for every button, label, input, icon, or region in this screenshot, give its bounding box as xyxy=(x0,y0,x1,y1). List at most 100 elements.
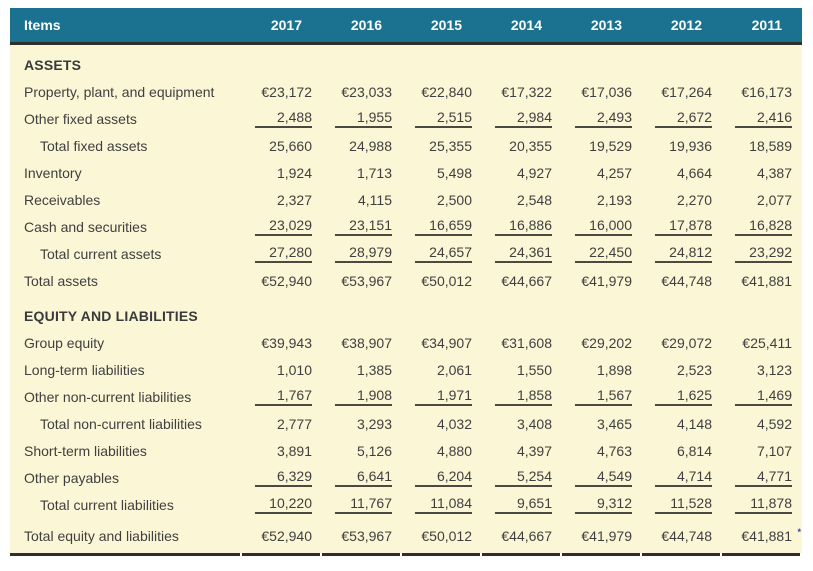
value-cell: 2,493 xyxy=(562,105,642,132)
value-cell: 2,548 xyxy=(516,191,552,208)
value-cell: 10,220 xyxy=(242,491,322,518)
row-label: Total current liabilities xyxy=(40,496,174,513)
value-cell: 4,387 xyxy=(756,164,792,181)
value-cell: €41,979 xyxy=(581,272,632,289)
row-label: Group equity xyxy=(24,334,105,351)
section-title: ASSETS xyxy=(24,57,82,73)
value-cell: 4,714 xyxy=(642,464,722,491)
table-row: Total non-current liabilities 2,777 3,29… xyxy=(10,410,802,437)
row-label: Short-term liabilities xyxy=(24,442,147,459)
value-cell: 2,416 xyxy=(722,105,802,132)
col-header-year: 2015 xyxy=(402,8,482,45)
value-cell: 25,660 xyxy=(269,137,312,154)
value-cell: 2,777 xyxy=(276,415,312,432)
table-row: Total assets €52,940 €53,967 €50,012 €44… xyxy=(10,267,802,294)
value-cell: 4,032 xyxy=(436,415,472,432)
value-cell: 6,641 xyxy=(322,464,402,491)
row-label: Other non-current liabilities xyxy=(24,388,192,405)
col-header-year: 2012 xyxy=(642,8,722,45)
col-header-year: 2011 xyxy=(722,8,802,45)
value-cell: 4,115 xyxy=(358,191,392,208)
value-cell: €25,411 xyxy=(742,334,792,351)
table-row: Other fixed assets 2,488 1,955 2,515 2,9… xyxy=(10,105,802,132)
value-cell: 20,355 xyxy=(509,137,552,154)
balance-sheet: Items 2017 2016 2015 2014 2013 2012 2011… xyxy=(10,8,802,556)
value-cell: 1,625 xyxy=(642,383,722,410)
value-cell: 1,898 xyxy=(596,361,632,378)
value-cell: 1,971 xyxy=(402,383,482,410)
value-cell: 2,193 xyxy=(596,191,632,208)
value-cell: 5,498 xyxy=(436,164,472,181)
table-row: Other non-current liabilities 1,767 1,90… xyxy=(10,383,802,410)
value-cell: €22,840 xyxy=(421,83,472,100)
value-cell: 7,107 xyxy=(756,442,792,459)
value-cell: €52,940 xyxy=(261,272,312,289)
table-row: Group equity €39,943 €38,907 €34,907 €31… xyxy=(10,329,802,356)
footnote-marker: * xyxy=(797,527,801,537)
value-cell: 23,292 xyxy=(722,240,802,267)
value-cell: 2,672 xyxy=(642,105,722,132)
value-cell: 28,979 xyxy=(322,240,402,267)
value-cell: 3,891 xyxy=(276,442,312,459)
value-cell: €52,940 xyxy=(261,527,312,544)
value-cell: 6,329 xyxy=(242,464,322,491)
value-cell: 24,812 xyxy=(642,240,722,267)
value-cell: €50,012 xyxy=(421,527,472,544)
value-cell: €16,173 xyxy=(741,83,792,100)
value-cell: 4,549 xyxy=(562,464,642,491)
value-cell: 2,500 xyxy=(436,191,472,208)
value-cell: 1,385 xyxy=(356,361,392,378)
value-cell: €29,202 xyxy=(581,334,632,351)
table-bottom-rule xyxy=(10,553,802,556)
value-cell: 9,651 xyxy=(482,491,562,518)
value-cell: €53,967 xyxy=(341,527,392,544)
value-cell: 11,878 xyxy=(722,491,802,518)
col-header-items: Items xyxy=(10,8,242,45)
value-cell: 1,713 xyxy=(356,164,392,181)
value-cell: 4,763 xyxy=(596,442,632,459)
table-row: Total equity and liabilities €52,940 €53… xyxy=(10,518,802,553)
row-label: Other payables xyxy=(24,469,119,486)
value-cell: 19,936 xyxy=(669,137,712,154)
value-cell: €44,748 xyxy=(661,527,712,544)
value-cell: 2,515 xyxy=(402,105,482,132)
value-cell: 27,280 xyxy=(242,240,322,267)
value-cell: 11,767 xyxy=(322,491,402,518)
row-label: Total non-current liabilities xyxy=(40,415,202,432)
value-cell: €44,667 xyxy=(501,272,552,289)
value-cell: 1,550 xyxy=(516,361,552,378)
value-cell: 11,528 xyxy=(642,491,722,518)
value-cell: 1,010 xyxy=(276,361,312,378)
value-cell: 1,567 xyxy=(562,383,642,410)
value-cell: 16,659 xyxy=(402,213,482,240)
value-cell: €17,264 xyxy=(661,83,712,100)
value-cell: €53,967 xyxy=(341,272,392,289)
value-cell: 1,955 xyxy=(322,105,402,132)
value-cell: 1,469 xyxy=(722,383,802,410)
value-cell: 17,878 xyxy=(642,213,722,240)
value-cell: €23,172 xyxy=(261,83,312,100)
value-cell: 24,988 xyxy=(349,137,392,154)
value-cell: 1,924 xyxy=(276,164,312,181)
value-cell: 4,397 xyxy=(516,442,552,459)
table-row: Receivables 2,327 4,115 2,500 2,548 2,19… xyxy=(10,186,802,213)
value-cell: 4,592 xyxy=(756,415,792,432)
value-cell: €41,881 * xyxy=(741,527,801,544)
row-label: Inventory xyxy=(24,164,82,181)
section-title: EQUITY AND LIABILITIES xyxy=(24,308,198,324)
col-header-year: 2013 xyxy=(562,8,642,45)
value-cell: 2,488 xyxy=(242,105,322,132)
table-row: Property, plant, and equipment €23,172 €… xyxy=(10,78,802,105)
value-cell: €34,907 xyxy=(421,334,472,351)
col-header-year: 2016 xyxy=(322,8,402,45)
value-cell: 16,000 xyxy=(562,213,642,240)
value-cell: 24,657 xyxy=(402,240,482,267)
value-cell: 2,984 xyxy=(482,105,562,132)
table-row: Total current assets 27,280 28,979 24,65… xyxy=(10,240,802,267)
col-header-year: 2014 xyxy=(482,8,562,45)
value-cell: 16,828 xyxy=(722,213,802,240)
value-cell: 3,123 xyxy=(756,361,792,378)
table-row: Inventory 1,924 1,713 5,498 4,927 4,257 … xyxy=(10,159,802,186)
value-cell: 2,061 xyxy=(436,361,472,378)
